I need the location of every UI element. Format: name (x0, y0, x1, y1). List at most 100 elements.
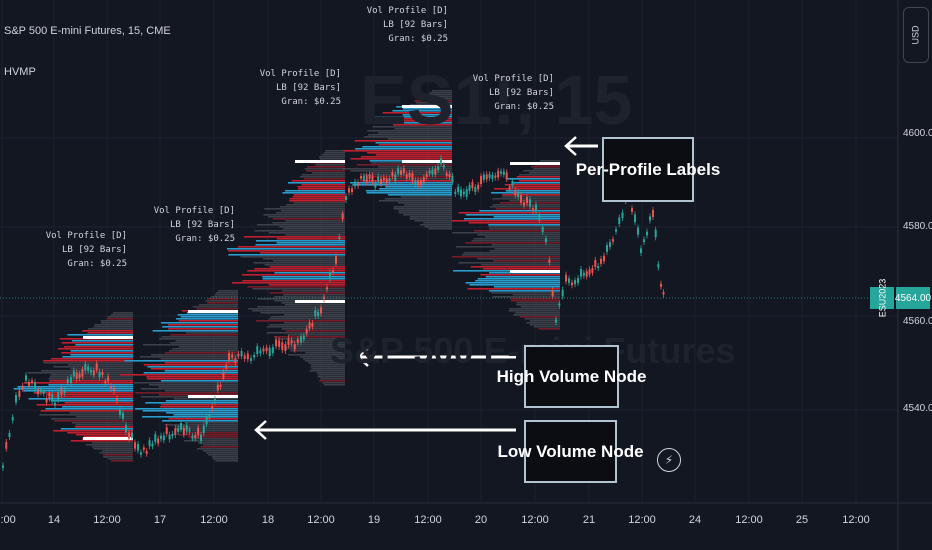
volume-bar (297, 186, 345, 188)
candle-body (157, 438, 160, 444)
symbol-title[interactable]: S&P 500 E-mini Futures, 15, CME (4, 25, 171, 37)
volume-bar (145, 402, 238, 404)
volume-bar (540, 160, 560, 162)
high-volume-node-callout[interactable]: High Volume Node (497, 345, 646, 408)
volume-bar (452, 256, 560, 258)
candle-body (451, 175, 454, 182)
volume-bar (61, 352, 133, 354)
volume-bar (257, 306, 345, 308)
volume-bar (200, 446, 238, 448)
volume-bar (374, 116, 452, 118)
candle-body (448, 173, 451, 178)
volume-bar (164, 352, 238, 354)
candle-body (246, 353, 249, 360)
candle-body (341, 213, 344, 220)
candle-body (202, 425, 205, 434)
candle-body (191, 435, 194, 439)
volume-bar (27, 372, 133, 374)
candle-body (662, 292, 665, 295)
volume-bar (282, 192, 345, 194)
volume-bar (68, 364, 133, 366)
candle-body (603, 255, 605, 262)
volume-bar (520, 306, 560, 308)
volume-bar (424, 226, 452, 228)
volume-bar (277, 338, 345, 340)
volume-bar (494, 248, 560, 250)
volume-bar (67, 334, 133, 336)
volume-bar (139, 356, 238, 358)
volume-bar (398, 210, 452, 212)
volume-bar (510, 300, 560, 302)
low-volume-node-callout[interactable]: Low Volume Node (497, 420, 644, 483)
candle-body (502, 171, 505, 175)
candle-body (271, 347, 274, 354)
volume-bar (103, 456, 133, 458)
candle-body (425, 173, 428, 178)
candle-body (57, 391, 60, 400)
volume-bar (475, 280, 560, 282)
candle-body (568, 278, 570, 283)
symbol-price-tag-label: ESU2023 (877, 278, 887, 318)
candle-body (314, 310, 317, 317)
indicator-name[interactable]: HVMP (4, 66, 36, 78)
candle-body (174, 428, 177, 436)
volume-bar (262, 276, 345, 278)
candle-body (228, 353, 230, 361)
price-tick: 4600.00 (903, 128, 932, 139)
volume-bar (319, 158, 345, 160)
volume-bar (321, 154, 345, 156)
time-tick: 21 (582, 514, 596, 526)
candle-body (194, 434, 197, 439)
candle-body (612, 239, 614, 242)
volume-bar (142, 410, 238, 412)
volume-bar (263, 214, 345, 216)
currency-button[interactable]: USD (903, 7, 929, 63)
volume-bar (281, 210, 345, 212)
volume-bar (402, 114, 452, 116)
volume-bar (392, 110, 452, 112)
volume-bar (262, 278, 345, 280)
lightning-icon[interactable]: ⚡ (657, 448, 681, 472)
candle-body (491, 175, 494, 179)
volume-bar (52, 396, 134, 398)
volume-bar (283, 294, 345, 296)
volume-bar (164, 390, 238, 392)
candle-body (28, 381, 30, 387)
candle-body (520, 195, 522, 203)
volume-bar (301, 174, 345, 176)
volume-bar (393, 206, 452, 208)
volume-bar (387, 138, 452, 140)
candle-body (558, 303, 561, 306)
volume-bar (429, 92, 452, 94)
candle-body (545, 238, 547, 243)
volume-bar (299, 176, 345, 178)
candle-body (631, 208, 633, 212)
candle-body (113, 388, 115, 392)
candle-body (338, 237, 341, 240)
volume-bar (162, 420, 238, 422)
per-profile-labels-callout[interactable]: Per-Profile Labels (576, 137, 720, 202)
volume-bar (146, 376, 238, 378)
volume-bar (461, 254, 560, 256)
volume-bar (451, 220, 560, 222)
candle-body (511, 180, 514, 186)
candle-body (78, 373, 81, 378)
volume-bar (159, 338, 238, 340)
profile-label-type: Vol Profile [D] (366, 6, 448, 16)
candle-body (460, 189, 462, 197)
candle-body (388, 178, 391, 182)
candle-body (400, 170, 402, 175)
time-tick: 12:00 (521, 514, 549, 526)
volume-bar (147, 378, 238, 380)
volume-bar (289, 198, 345, 200)
volume-bar (36, 404, 133, 406)
candle-body (329, 272, 331, 280)
volume-bar (508, 186, 560, 188)
symbol-price-tag[interactable]: ESU2023 (870, 279, 894, 317)
volume-bar (473, 230, 560, 232)
candle-body (480, 176, 482, 185)
chart-grid (0, 137, 898, 411)
volume-bar (489, 206, 560, 208)
candle-body (171, 433, 174, 437)
